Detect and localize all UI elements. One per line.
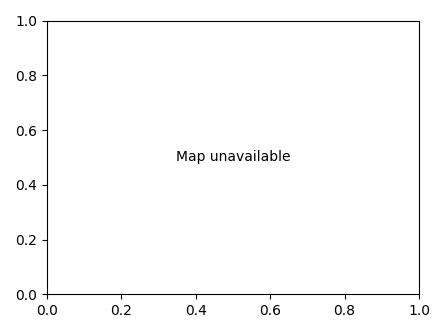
Text: Map unavailable: Map unavailable xyxy=(176,151,290,165)
